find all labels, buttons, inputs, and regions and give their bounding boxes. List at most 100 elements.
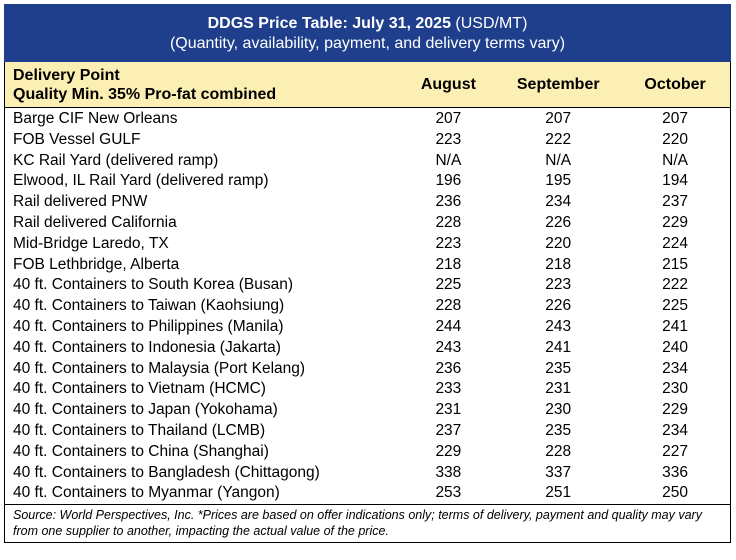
row-price-september: 195	[545, 172, 572, 190]
row-delivery-point: KC Rail Yard (delivered ramp)	[13, 151, 219, 169]
row-price-september: 220	[545, 234, 572, 252]
row-price-september: 235	[545, 421, 572, 439]
row-price-september: 251	[545, 484, 572, 502]
row-price-august: 223	[435, 234, 462, 252]
row-price-september: 222	[545, 130, 572, 148]
table-row: Rail delivered PNW 236 234 237	[5, 192, 730, 213]
table-row: KC Rail Yard (delivered ramp) N/A N/A N/A	[5, 151, 730, 172]
row-price-september: 226	[545, 213, 572, 231]
table-row: Elwood, IL Rail Yard (delivered ramp) 196…	[5, 171, 730, 192]
price-table: DDGS Price Table: July 31, 2025 (USD/MT)…	[4, 4, 731, 544]
row-price-october: 220	[662, 130, 688, 148]
row-price-september: 235	[545, 359, 572, 377]
header-col-october: October	[644, 75, 706, 93]
row-price-august: 228	[435, 213, 462, 231]
table-row: 40 ft. Containers to Taiwan (Kaohsiung) 2…	[5, 296, 730, 317]
table-row: 40 ft. Containers to Japan (Yokohama) 231…	[5, 400, 730, 421]
row-delivery-point: 40 ft. Containers to South Korea (Busan)	[13, 276, 294, 294]
table-header: Delivery Point Quality Min. 35% Pro-fat …	[4, 62, 731, 108]
row-price-august: 244	[435, 317, 462, 335]
row-price-october: 225	[662, 297, 688, 315]
row-delivery-point: 40 ft. Containers to Bangladesh (Chittag…	[13, 463, 320, 481]
table-row: 40 ft. Containers to Indonesia (Jakarta)…	[5, 338, 730, 359]
row-delivery-point: 40 ft. Containers to Taiwan (Kaohsiung)	[13, 297, 285, 315]
row-price-august: 196	[435, 172, 462, 190]
row-delivery-point: 40 ft. Containers to Philippines (Manila…	[13, 317, 284, 335]
row-delivery-point: 40 ft. Containers to Thailand (LCMB)	[13, 421, 266, 439]
row-delivery-point: Barge CIF New Orleans	[13, 110, 178, 127]
row-price-september: 218	[545, 255, 572, 273]
row-price-september: 230	[545, 401, 572, 419]
row-price-october: N/A	[662, 151, 688, 169]
table-subtitle: (Quantity, availability, payment, and de…	[169, 35, 566, 52]
row-delivery-point: 40 ft. Containers to Myanmar (Yangon)	[13, 484, 280, 502]
row-price-october: 207	[662, 110, 688, 127]
row-delivery-point: 40 ft. Containers to China (Shanghai)	[13, 442, 269, 460]
row-price-september: 234	[545, 193, 572, 211]
row-delivery-point: FOB Lethbridge, Alberta	[13, 255, 180, 273]
header-col-august: August	[420, 75, 476, 93]
row-price-october: 336	[662, 463, 688, 481]
row-price-october: 241	[662, 317, 688, 335]
row-price-october: 237	[662, 193, 688, 211]
table-row: Barge CIF New Orleans 207 207 207	[5, 109, 730, 130]
row-price-august: 223	[435, 130, 462, 148]
row-price-august: 253	[435, 484, 462, 502]
table-row: Rail delivered California 228 226 229	[5, 213, 730, 234]
row-delivery-point: Mid-Bridge Laredo, TX	[13, 234, 169, 252]
header-label-line1: Delivery Point	[13, 67, 120, 84]
row-price-october: 229	[662, 401, 688, 419]
row-price-october: 234	[662, 359, 688, 377]
header-delivery-point: Delivery Point Quality Min. 35% Pro-fat …	[5, 62, 400, 107]
row-price-august: N/A	[435, 151, 462, 169]
table-row: FOB Vessel GULF 223 222 220	[5, 130, 730, 151]
table-title-main: DDGS Price Table: July 31, 2025	[207, 15, 451, 32]
table-row: Mid-Bridge Laredo, TX 223 220 224	[5, 234, 730, 255]
row-price-october: 234	[662, 421, 688, 439]
row-price-october: 222	[662, 276, 688, 294]
row-price-august: 233	[435, 380, 462, 398]
row-price-august: 228	[435, 297, 462, 315]
table-row: 40 ft. Containers to Philippines (Manila…	[5, 317, 730, 338]
row-price-october: 194	[662, 172, 688, 190]
row-price-october: 215	[662, 255, 688, 273]
row-price-october: 224	[662, 234, 688, 252]
row-price-august: 243	[435, 338, 462, 356]
row-delivery-point: Rail delivered California	[13, 213, 177, 231]
table-title-unit: (USD/MT)	[450, 15, 528, 32]
row-delivery-point: 40 ft. Containers to Indonesia (Jakarta)	[13, 338, 281, 356]
table-row: 40 ft. Containers to Malaysia (Port Kela…	[5, 359, 730, 380]
row-price-august: 236	[435, 359, 462, 377]
row-delivery-point: FOB Vessel GULF	[13, 130, 141, 148]
row-price-september: 231	[545, 380, 572, 398]
table-row: 40 ft. Containers to Vietnam (HCMC) 233 23…	[5, 379, 730, 400]
table-row: 40 ft. Containers to China (Shanghai) 229…	[5, 442, 730, 463]
row-price-september: 243	[545, 317, 572, 335]
table-footnote: Source: World Perspectives, Inc. *Prices…	[4, 504, 731, 544]
row-price-september: 337	[545, 463, 572, 481]
row-price-august: 229	[435, 442, 462, 460]
table-body: Barge CIF New Orleans 207 207 207 FOB Vessel…	[4, 108, 731, 505]
header-col-september: September	[516, 75, 600, 93]
table-row: 40 ft. Containers to Bangladesh (Chittag…	[5, 463, 730, 484]
row-price-september: 228	[545, 442, 572, 460]
row-price-august: 207	[435, 110, 462, 127]
row-price-august: 236	[435, 193, 462, 211]
table-row: 40 ft. Containers to South Korea (Busan)…	[5, 275, 730, 296]
row-price-august: 338	[435, 463, 462, 481]
row-delivery-point: 40 ft. Containers to Japan (Yokohama)	[13, 401, 278, 419]
row-price-september: N/A	[545, 151, 572, 169]
table-title-bar: DDGS Price Table: July 31, 2025 (USD/MT)…	[4, 4, 731, 62]
row-price-september: 223	[545, 276, 572, 294]
row-delivery-point: 40 ft. Containers to Vietnam (HCMC)	[13, 380, 266, 398]
row-price-august: 225	[435, 276, 462, 294]
row-delivery-point: 40 ft. Containers to Malaysia (Port Kela…	[13, 359, 306, 377]
table-row: 40 ft. Containers to Myanmar (Yangon) 253…	[5, 483, 730, 504]
row-price-september: 207	[545, 110, 572, 127]
row-price-october: 240	[662, 338, 688, 356]
row-price-october: 227	[662, 442, 688, 460]
row-price-october: 230	[662, 380, 688, 398]
row-price-september: 226	[545, 297, 572, 315]
row-price-august: 237	[435, 421, 462, 439]
row-price-october: 250	[662, 484, 688, 502]
